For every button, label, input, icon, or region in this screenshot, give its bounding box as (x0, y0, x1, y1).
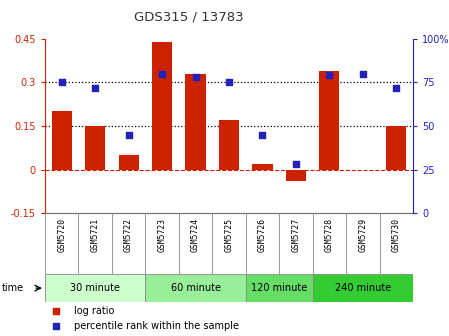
Bar (185, 74, 206, 170)
Text: GSM5724: GSM5724 (191, 218, 200, 252)
Bar (52, 112, 72, 170)
Text: GDS315 / 13783: GDS315 / 13783 (134, 10, 243, 23)
Text: GSM5727: GSM5727 (291, 218, 300, 252)
Bar (286, 170, 306, 181)
Point (326, 73, 333, 78)
Bar (246, 274, 313, 302)
Text: GSM5728: GSM5728 (325, 218, 334, 252)
Point (359, 71, 366, 76)
Bar (45, 274, 145, 302)
Bar (313, 274, 413, 302)
Bar (386, 126, 406, 170)
Point (292, 162, 299, 167)
Point (53, 308, 60, 313)
Bar (119, 155, 139, 170)
Text: GSM5720: GSM5720 (57, 218, 66, 252)
Bar (319, 71, 339, 170)
Bar (152, 42, 172, 170)
Text: 120 minute: 120 minute (251, 283, 307, 293)
Text: time: time (2, 283, 24, 293)
Bar (252, 164, 273, 170)
Text: 30 minute: 30 minute (70, 283, 120, 293)
Point (259, 132, 266, 137)
Point (225, 80, 233, 85)
Text: GSM5721: GSM5721 (91, 218, 100, 252)
Text: log ratio: log ratio (75, 306, 115, 316)
Bar (219, 120, 239, 170)
Text: GSM5725: GSM5725 (224, 218, 233, 252)
Text: 60 minute: 60 minute (171, 283, 220, 293)
Point (53, 323, 60, 329)
Text: GSM5723: GSM5723 (158, 218, 167, 252)
Text: GSM5730: GSM5730 (392, 218, 401, 252)
Point (92, 85, 99, 90)
Bar (145, 274, 246, 302)
Text: GSM5722: GSM5722 (124, 218, 133, 252)
Point (192, 74, 199, 80)
Text: GSM5729: GSM5729 (358, 218, 367, 252)
Text: GSM5726: GSM5726 (258, 218, 267, 252)
Point (58, 80, 65, 85)
Point (158, 71, 166, 76)
Text: percentile rank within the sample: percentile rank within the sample (75, 321, 239, 331)
Bar (85, 126, 105, 170)
Point (393, 85, 400, 90)
Text: 240 minute: 240 minute (335, 283, 391, 293)
Point (125, 132, 132, 137)
